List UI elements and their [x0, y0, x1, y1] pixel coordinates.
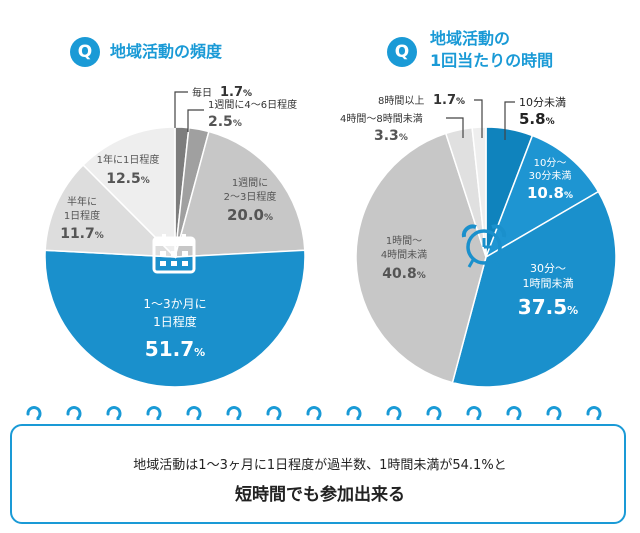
summary-headline: 短時間でも参加出来る: [235, 485, 405, 505]
leader-10min: [504, 101, 515, 140]
spiral-ring: [586, 406, 602, 420]
label-14h-a: 1時間〜: [386, 235, 422, 247]
label-w46: 1週間に4〜6日程度: [208, 98, 297, 111]
spiral-ring: [466, 406, 482, 420]
leader-48h: [446, 117, 464, 138]
value-daily: 1.7%: [220, 85, 252, 100]
leader-daily: [174, 91, 188, 128]
leader-w46: [187, 109, 204, 132]
label-year: 1年に1日程度: [97, 153, 160, 166]
spiral-ring: [26, 406, 42, 420]
leader-8h: [474, 99, 483, 138]
pie-slice-pie-right-5: [471, 126, 487, 258]
left-labels: 毎日 1.7% 1週間に4〜6日程度 2.5% 1週間に 2〜3日程度 20.0…: [60, 85, 297, 361]
label-301-b: 1時間未満: [523, 277, 574, 290]
value-m13: 51.7%: [145, 337, 205, 361]
spiral-ring: [186, 406, 202, 420]
charts-svg: 毎日 1.7% 1週間に4〜6日程度 2.5% 1週間に 2〜3日程度 20.0…: [26, 85, 617, 420]
pie-slice-pie-right-3: [355, 132, 487, 384]
spiral-ring: [226, 406, 242, 420]
pie-slice-pie-left-2: [174, 130, 306, 258]
pie-slice-pie-left-4: [44, 163, 177, 258]
value-14h: 40.8%: [382, 266, 426, 282]
question-badge-left: Q: [70, 37, 100, 67]
label-w23-a: 1週間に: [232, 177, 268, 189]
label-14h-b: 4時間未満: [381, 249, 427, 261]
label-m13-a: 1〜3か月に: [143, 297, 206, 311]
label-1030-b: 30分未満: [529, 170, 572, 182]
label-daily: 毎日: [192, 86, 212, 99]
summary-text: 地域活動は1〜3ヶ月に1日程度が過半数、1時間未満が54.1%と: [133, 458, 507, 473]
summary-box: [10, 424, 626, 524]
calendar-icon: [152, 234, 196, 274]
spiral-ring: [386, 406, 402, 420]
question-badge-right: Q: [387, 37, 417, 67]
value-48h: 3.3%: [374, 128, 408, 144]
value-w23: 20.0%: [227, 206, 273, 224]
value-301: 37.5%: [518, 295, 578, 319]
label-10min: 10分未満: [519, 96, 566, 109]
spiral-ring: [346, 406, 362, 420]
value-8h: 1.7%: [433, 93, 465, 108]
pie-chart-duration: [355, 126, 617, 388]
label-301-a: 30分〜: [530, 262, 566, 275]
label-half-b: 1日程度: [64, 209, 100, 222]
pie-slice-pie-right-1: [484, 134, 600, 259]
spiral-ring: [546, 406, 562, 420]
label-48h: 4時間〜8時間未満: [340, 113, 423, 125]
alarm-clock-icon: [461, 224, 507, 268]
label-m13-b: 1日程度: [153, 314, 197, 329]
spiral-ring: [426, 406, 442, 420]
pie-slice-pie-right-2: [451, 190, 617, 388]
value-10min: 5.8%: [519, 110, 555, 128]
label-1030-a: 10分〜: [534, 157, 567, 169]
spiral-ring: [306, 406, 322, 420]
label-half-a: 半年に: [67, 195, 97, 208]
spiral-ring: [266, 406, 282, 420]
pie-slice-pie-left-5: [82, 126, 176, 259]
value-1030: 10.8%: [527, 184, 573, 202]
chart-title-right-line1: 地域活動の: [430, 29, 511, 48]
pie-chart-frequency: [44, 126, 306, 388]
spiral-ring: [146, 406, 162, 420]
spiral-ring: [106, 406, 122, 420]
spiral-ring: [66, 406, 82, 420]
spiral-rings: [26, 406, 602, 420]
leader-lines: [174, 91, 515, 140]
chart-title-left: 地域活動の頻度: [110, 42, 223, 61]
spiral-ring: [506, 406, 522, 420]
value-w46: 2.5%: [208, 114, 242, 130]
label-8h: 8時間以上: [378, 95, 424, 107]
chart-title-right-line2: 1回当たりの時間: [430, 51, 554, 70]
value-year: 12.5%: [106, 171, 150, 187]
right-labels: 8時間以上 1.7% 4時間〜8時間未満 3.3% 10分未満 5.8% 10分…: [340, 93, 578, 319]
pie-slice-pie-left-3: [44, 249, 306, 388]
value-half: 11.7%: [60, 226, 104, 242]
label-w23-b: 2〜3日程度: [224, 190, 277, 203]
